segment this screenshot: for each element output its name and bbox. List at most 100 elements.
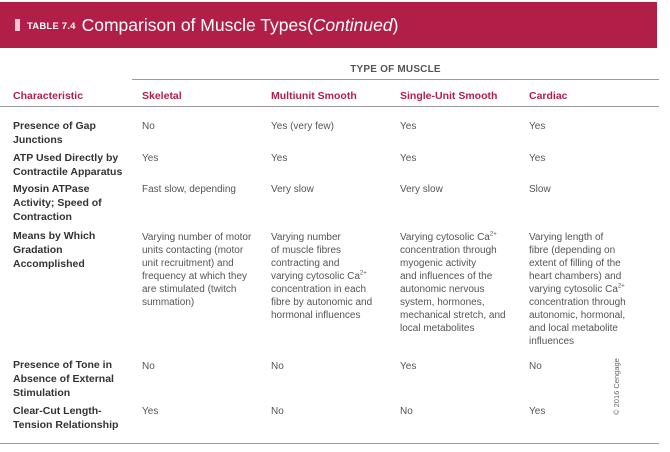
row-label-gap-junctions: Presence of Gap Junctions xyxy=(13,119,131,147)
cell-multiunit: No xyxy=(271,405,284,418)
row-label-line: Myosin ATPase xyxy=(13,183,90,195)
row-label-line: Presence of Gap xyxy=(13,120,96,132)
cell-multiunit: Varying number of muscle fibres contract… xyxy=(271,231,372,322)
cell-line: No xyxy=(271,361,284,372)
cell-cardiac: Varying length of fibre (depending on ex… xyxy=(529,231,626,348)
row-label-line: Accomplished xyxy=(13,258,85,270)
cell-line: Varying cytosolic Ca2+ xyxy=(400,231,506,244)
copyright-notice: © 2016 Cengage xyxy=(612,358,621,415)
cell-multiunit: Yes (very few) xyxy=(271,120,334,133)
column-header-multiunit: Multiunit Smooth xyxy=(271,90,357,102)
cell-line: Varying number xyxy=(271,232,341,243)
cell-cardiac: Yes xyxy=(529,405,545,418)
cell-line: Yes (very few) xyxy=(271,121,334,132)
cell-line: influences xyxy=(529,336,575,347)
row-label-line: Tension Relationship xyxy=(13,419,119,431)
cell-line: extent of filling of the xyxy=(529,258,621,269)
cell-line: system, hormones, xyxy=(400,297,485,308)
cell-singleunit: Yes xyxy=(400,360,416,373)
cell-multiunit: No xyxy=(271,360,284,373)
row-label-line: Absence of External xyxy=(13,373,114,385)
row-label-length-tension: Clear-Cut Length- Tension Relationship xyxy=(13,404,131,432)
cell-line: Yes xyxy=(400,121,417,132)
row-label-tone: Presence of Tone in Absence of External … xyxy=(13,358,131,400)
cell-line: unit recruitment) and xyxy=(142,258,234,269)
table-bottom-rule xyxy=(0,443,659,444)
cell-line: Yes xyxy=(400,361,417,372)
cell-line: fibre (depending on xyxy=(529,245,616,256)
cell-skeletal: No xyxy=(142,360,155,373)
row-label-line: Gradation xyxy=(13,244,63,256)
cell-line: Slow xyxy=(529,184,551,195)
cell-line: Yes xyxy=(142,406,159,417)
column-header-characteristic: Characteristic xyxy=(13,90,84,102)
row-label-line: Activity; Speed of xyxy=(13,197,102,209)
cell-line: and local metabolite xyxy=(529,323,618,334)
cell-singleunit: No xyxy=(400,405,413,418)
cell-line: summation) xyxy=(142,297,195,308)
cell-line: varying cytosolic Ca2+ xyxy=(529,283,626,296)
cell-text: Varying cytosolic Ca xyxy=(400,232,490,243)
cell-text: varying cytosolic Ca xyxy=(529,284,618,295)
cell-cardiac: Yes xyxy=(529,152,545,165)
cell-line: contracting and xyxy=(271,258,340,269)
cell-line: No xyxy=(271,406,284,417)
cell-line: No xyxy=(529,361,542,372)
cell-skeletal: Varying number of motor units contacting… xyxy=(142,231,251,309)
cell-line: Yes xyxy=(142,153,159,164)
cell-multiunit: Yes xyxy=(271,152,287,165)
cell-cardiac: Slow xyxy=(529,183,551,196)
ca-superscript: 2+ xyxy=(359,270,367,277)
cell-line: heart chambers) and xyxy=(529,271,622,282)
row-label-myosin: Myosin ATPase Activity; Speed of Contrac… xyxy=(13,182,131,224)
table-title-bar: TABLE 7.4 Comparison of Muscle Types ( C… xyxy=(0,2,657,48)
table-title: Comparison of Muscle Types xyxy=(81,14,307,35)
cell-line: varying cytosolic Ca2+ xyxy=(271,270,372,283)
cell-singleunit: Very slow xyxy=(400,183,443,196)
row-label-line: Contractile Apparatus xyxy=(13,166,123,178)
row-label-line: Clear-Cut Length- xyxy=(13,405,102,417)
cell-line: frequency at which they xyxy=(142,271,248,282)
cell-line: Yes xyxy=(271,153,288,164)
cell-line: local metabolites xyxy=(400,323,475,334)
title-continued: Continued xyxy=(312,14,393,35)
cell-line: Yes xyxy=(400,153,417,164)
row-label-line: ATP Used Directly by xyxy=(13,152,119,164)
ca-superscript: 2+ xyxy=(489,231,497,238)
cell-cardiac: Yes xyxy=(529,120,545,133)
cell-cardiac: No xyxy=(529,360,542,373)
row-label-atp: ATP Used Directly by Contractile Apparat… xyxy=(13,151,131,179)
title-paren-close: ) xyxy=(392,14,399,35)
cell-singleunit: Varying cytosolic Ca2+ concentration thr… xyxy=(400,231,506,335)
row-label-line: Contraction xyxy=(13,211,72,223)
column-header-rule xyxy=(0,106,659,107)
cell-line: concentration through xyxy=(400,245,497,256)
cell-line: concentration through xyxy=(529,297,626,308)
cell-skeletal: Yes xyxy=(142,405,158,418)
cell-skeletal: Fast slow, depending xyxy=(142,183,236,196)
row-label-gradation: Means by Which Gradation Accomplished xyxy=(13,229,131,271)
cell-line: Varying number of motor xyxy=(142,232,252,243)
cell-multiunit: Very slow xyxy=(271,183,314,196)
cell-line: No xyxy=(142,121,155,132)
table-number: TABLE 7.4 xyxy=(27,21,76,32)
row-label-line: Stimulation xyxy=(13,387,71,399)
title-paren-open: ( xyxy=(306,14,313,35)
cell-line: Yes xyxy=(529,121,546,132)
cell-line: and influences of the xyxy=(400,271,493,282)
cell-line: fibre by autonomic and xyxy=(271,297,373,308)
cell-line: autonomic nervous xyxy=(400,284,485,295)
cell-line: autonomic, hormonal, xyxy=(529,310,626,321)
type-of-muscle-header: TYPE OF MUSCLE xyxy=(350,64,441,75)
cell-line: are stimulated (twitch xyxy=(142,284,237,295)
cell-line: Fast slow, depending xyxy=(142,184,236,195)
cell-line: hormonal influences xyxy=(271,310,361,321)
cell-line: Very slow xyxy=(271,184,314,195)
row-label-line: Means by Which xyxy=(13,230,96,242)
cell-line: Yes xyxy=(529,406,546,417)
row-label-line: Junctions xyxy=(13,134,63,146)
cell-singleunit: Yes xyxy=(400,152,416,165)
cell-line: of muscle fibres xyxy=(271,245,342,256)
cell-skeletal: Yes xyxy=(142,152,158,165)
column-header-cardiac: Cardiac xyxy=(529,90,568,102)
